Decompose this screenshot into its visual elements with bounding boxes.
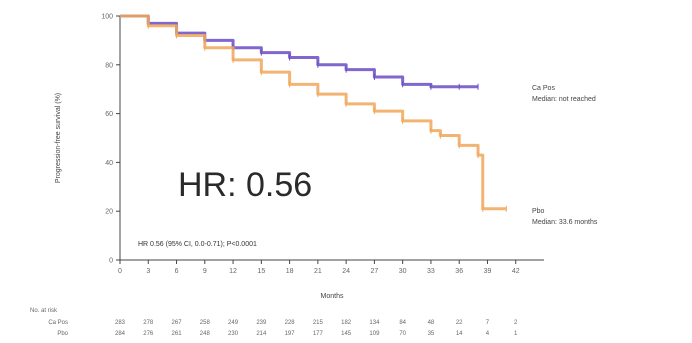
risk-cell: 22 <box>456 320 463 326</box>
y-tick-label: 60 <box>105 111 113 118</box>
risk-cell: 258 <box>200 320 211 326</box>
risk-cell: 249 <box>228 320 239 326</box>
x-ticks: 0 3 6 9 12 15 18 21 24 27 30 33 36 39 42 <box>118 260 520 275</box>
risk-cell: 197 <box>285 331 296 337</box>
x-axis-title: Months <box>321 293 344 300</box>
risk-cell: 4 <box>486 331 490 337</box>
risk-cell: 14 <box>456 331 463 337</box>
risk-cell: 70 <box>399 331 406 337</box>
risk-cell: 182 <box>341 320 352 326</box>
risk-cell: 177 <box>313 331 324 337</box>
y-tick-label: 20 <box>105 209 113 216</box>
series-label-median: Median: 33.6 months <box>532 219 598 226</box>
risk-cell: 278 <box>143 320 154 326</box>
risk-cell: 214 <box>256 331 267 337</box>
risk-table-header: No. at risk <box>30 308 58 314</box>
risk-cell: 84 <box>399 320 406 326</box>
x-tick-label: 12 <box>229 268 237 275</box>
series-layer <box>120 14 507 212</box>
risk-cell: 230 <box>228 331 239 337</box>
x-tick-label: 0 <box>118 268 122 275</box>
x-tick-label: 24 <box>342 268 350 275</box>
hr-annotation: HR: 0.56 <box>178 166 312 204</box>
x-tick-label: 33 <box>427 268 435 275</box>
x-tick-label: 42 <box>512 268 520 275</box>
y-tick-label: 40 <box>105 160 113 167</box>
risk-cell: 134 <box>369 320 380 326</box>
risk-cell: 267 <box>172 320 183 326</box>
y-tick-label: 0 <box>109 258 113 265</box>
series-label-name: Pbo <box>532 208 545 215</box>
risk-cell: 284 <box>115 331 126 337</box>
x-tick-label: 9 <box>203 268 207 275</box>
risk-row-label: Ca Pos <box>48 320 68 326</box>
x-tick-label: 27 <box>371 268 379 275</box>
risk-cell: 1 <box>514 331 518 337</box>
series-labels: Ca Pos Median: not reached Pbo Median: 33.6… <box>532 85 598 226</box>
risk-cell: 261 <box>172 331 183 337</box>
risk-cell: 239 <box>256 320 267 326</box>
x-tick-label: 36 <box>455 268 463 275</box>
risk-cell: 248 <box>200 331 211 337</box>
x-tick-label: 6 <box>175 268 179 275</box>
y-tick-label: 80 <box>105 62 113 69</box>
x-tick-label: 15 <box>257 268 265 275</box>
x-tick-label: 30 <box>399 268 407 275</box>
x-tick-label: 21 <box>314 268 322 275</box>
risk-cell: 276 <box>143 331 154 337</box>
risk-cell: 283 <box>115 320 126 326</box>
risk-cell: 228 <box>285 320 296 326</box>
risk-row-label: Pbo <box>57 331 68 337</box>
x-tick-label: 39 <box>484 268 492 275</box>
risk-cell: 109 <box>369 331 380 337</box>
y-tick-label: 100 <box>101 14 113 21</box>
risk-cell: 145 <box>341 331 352 337</box>
risk-cell: 215 <box>313 320 324 326</box>
risk-cell: 7 <box>486 320 490 326</box>
series-label-name: Ca Pos <box>532 85 555 92</box>
x-tick-label: 18 <box>286 268 294 275</box>
y-axis-title: Progression-free survival (%) <box>55 93 62 183</box>
x-tick-label: 3 <box>146 268 150 275</box>
risk-cell: 35 <box>428 331 435 337</box>
series-label-median: Median: not reached <box>532 96 596 103</box>
hr-detail-annotation: HR 0.56 (95% CI, 0.0-0.71); P<0.0001 <box>138 241 257 248</box>
risk-cell: 48 <box>428 320 435 326</box>
risk-cell: 2 <box>514 320 518 326</box>
y-ticks: 0 20 40 60 80 100 <box>101 14 120 265</box>
